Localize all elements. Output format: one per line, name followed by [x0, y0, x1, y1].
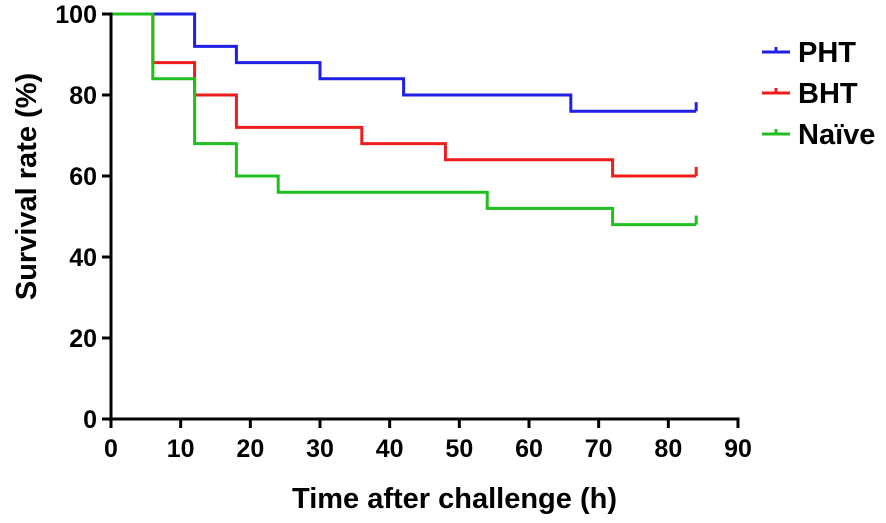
x-tick-label: 90 — [724, 435, 752, 463]
axes: 0 10 20 30 40 50 60 70 80 90 0 20 40 60 80 100 — [55, 1, 752, 463]
y-ticks: 0 20 40 60 80 100 — [55, 1, 111, 434]
x-tick-label: 60 — [515, 435, 543, 463]
x-tick-label: 70 — [585, 435, 613, 463]
x-tick-label: 40 — [376, 435, 404, 463]
y-tick-label: 100 — [55, 1, 97, 29]
legend-label-pht: PHT — [798, 37, 856, 69]
y-axis-title: Survival rate (%) — [11, 73, 43, 300]
x-tick-label: 10 — [167, 435, 195, 463]
series-line-bht — [111, 12, 697, 178]
y-tick-label: 40 — [69, 244, 97, 272]
x-tick-label: 0 — [104, 435, 118, 463]
x-tick-label: 20 — [236, 435, 264, 463]
legend-label-naive: Naïve — [798, 119, 875, 151]
legend-label-bht: BHT — [798, 78, 858, 110]
y-tick-label: 60 — [69, 163, 97, 191]
x-axis-title: Time after challenge (h) — [292, 483, 617, 515]
series-line-pht — [111, 12, 697, 113]
series-line-naive — [111, 12, 697, 227]
plot-lines — [111, 12, 698, 227]
x-ticks: 0 10 20 30 40 50 60 70 80 90 — [104, 419, 752, 463]
x-tick-label: 30 — [306, 435, 334, 463]
x-tick-label: 80 — [654, 435, 682, 463]
y-tick-label: 80 — [69, 82, 97, 110]
y-tick-label: 0 — [83, 406, 97, 434]
y-tick-label: 20 — [69, 325, 97, 353]
legend: PHT BHT Naïve — [762, 37, 875, 151]
x-tick-label: 50 — [445, 435, 473, 463]
